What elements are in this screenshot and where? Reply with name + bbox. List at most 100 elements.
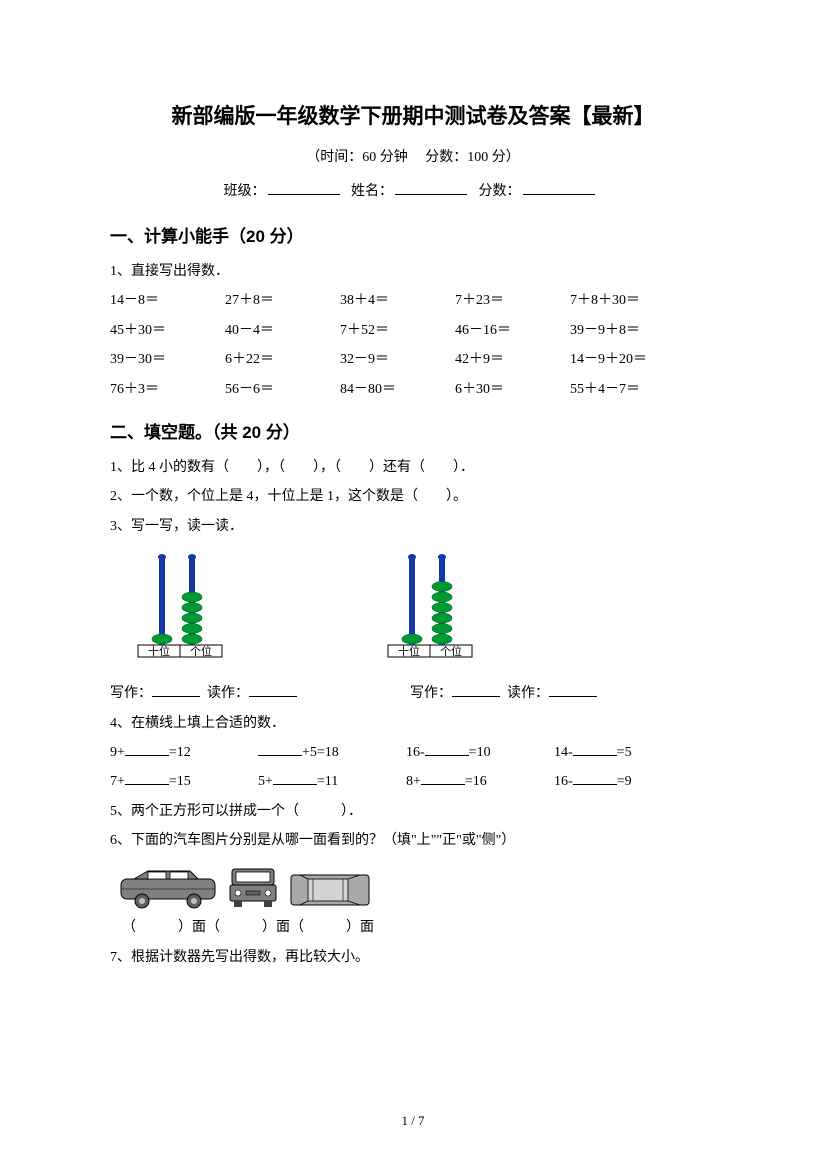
- calc-cell: 45＋30＝: [110, 316, 225, 345]
- eq-pre: 9+: [110, 745, 125, 760]
- eq-pre: 5+: [258, 774, 273, 789]
- calc-cell: 39－9＋8＝: [570, 316, 710, 345]
- write-blank-1[interactable]: [152, 682, 200, 697]
- section1-heading: 一、计算小能手（20 分）: [110, 222, 716, 247]
- eq-blank[interactable]: [573, 741, 617, 756]
- eq-cell: 5+ =11: [258, 767, 406, 796]
- calc-cell: 14－8＝: [110, 286, 225, 315]
- calc-row: 45＋30＝40－4＝7＋52＝46－16＝39－9＋8＝: [110, 316, 716, 345]
- calc-cell: 38＋4＝: [340, 286, 455, 315]
- score-blank[interactable]: [523, 180, 595, 195]
- eq-post: =12: [169, 745, 191, 760]
- eq-cell: 7+ =15: [110, 767, 258, 796]
- eq-cell: +5=18: [258, 738, 406, 767]
- eq-pre: 16-: [406, 745, 425, 760]
- section2-q2: 2、一个数，个位上是 4，十位上是 1，这个数是（ ）。: [110, 482, 716, 511]
- score-label: 分数：: [479, 184, 521, 199]
- calc-cell: 6＋22＝: [225, 345, 340, 374]
- abacus-2: 十位 个位: [380, 553, 490, 663]
- write-read-row: 写作： 读作： 写作： 读作：: [110, 679, 716, 708]
- eq-blank[interactable]: [125, 741, 169, 756]
- doc-subtitle: （时间：60 分钟 分数：100 分）: [110, 146, 716, 166]
- calc-cell: 6＋30＝: [455, 375, 570, 404]
- calc-cell: 7＋52＝: [340, 316, 455, 345]
- read-label-2: 读作：: [507, 686, 549, 701]
- section2-q6: 6、下面的汽车图片分别是从哪一面看到的？（填"上""正"或"侧"）: [110, 826, 716, 855]
- abacus-row: 十位 个位 十位 个位: [130, 553, 716, 663]
- read-blank-1[interactable]: [249, 682, 297, 697]
- eq-post: =16: [465, 774, 487, 789]
- write-blank-2[interactable]: [452, 682, 500, 697]
- read-label-1: 读作：: [207, 686, 249, 701]
- eq-pre: 7+: [110, 774, 125, 789]
- calc-row: 39－30＝6＋22＝32－9＝42＋9＝14－9＋20＝: [110, 345, 716, 374]
- eq-blank[interactable]: [125, 770, 169, 785]
- eq-row: 7+ =15 5+ =11 8+ =16 16- =9: [110, 767, 716, 796]
- calc-cell: 84－80＝: [340, 375, 455, 404]
- eq-pre: 16-: [554, 774, 573, 789]
- eq-post: =10: [469, 745, 491, 760]
- eq-blank[interactable]: [425, 741, 469, 756]
- class-label: 班级：: [224, 184, 266, 199]
- name-label: 姓名：: [351, 184, 393, 199]
- eq-cell: 14- =5: [554, 738, 702, 767]
- calc-cell: 14－9＋20＝: [570, 345, 710, 374]
- eq-blank[interactable]: [273, 770, 317, 785]
- car-front-icon: [228, 867, 278, 909]
- section2-q3: 3、写一写，读一读．: [110, 512, 716, 541]
- svg-text:个位: 个位: [190, 644, 212, 658]
- section2-q5: 5、两个正方形可以拼成一个（ ）．: [110, 797, 716, 826]
- eq-blank[interactable]: [573, 770, 617, 785]
- page: 新部编版一年级数学下册期中测试卷及答案【最新】 （时间：60 分钟 分数：100…: [0, 0, 826, 1169]
- calc-cell: 76＋3＝: [110, 375, 225, 404]
- section1-q1-label: 1、直接写出得数．: [110, 257, 716, 286]
- eq-post: +5=18: [302, 745, 339, 760]
- write-label-2: 写作：: [410, 686, 452, 701]
- eq-cell: 16- =9: [554, 767, 702, 796]
- name-blank[interactable]: [395, 180, 467, 195]
- class-blank[interactable]: [268, 180, 340, 195]
- section2-q1: 1、比 4 小的数有（ ），（ ），（ ）还有（ ）．: [110, 453, 716, 482]
- eq-post: =15: [169, 774, 191, 789]
- calc-cell: 27＋8＝: [225, 286, 340, 315]
- calc-cell: 32－9＝: [340, 345, 455, 374]
- eq-blank[interactable]: [258, 741, 302, 756]
- calc-cell: 42＋9＝: [455, 345, 570, 374]
- info-line: 班级： 姓名： 分数：: [110, 180, 716, 200]
- eq-post: =9: [617, 774, 632, 789]
- eq-blank[interactable]: [421, 770, 465, 785]
- calc-row: 14－8＝27＋8＝38＋4＝7＋23＝7＋8＋30＝: [110, 286, 716, 315]
- section2-q7: 7、根据计数器先写出得数，再比较大小。: [110, 943, 716, 972]
- calc-cell: 7＋23＝: [455, 286, 570, 315]
- svg-text:个位: 个位: [440, 644, 462, 658]
- calc-cell: 55＋4－7＝: [570, 375, 710, 404]
- calc-cell: 46－16＝: [455, 316, 570, 345]
- eq-grid: 9+ =12 +5=18 16- =10 14- =5 7+ =15 5+ =11 8+ =16 16- =…: [110, 738, 716, 797]
- svg-text:十位: 十位: [398, 644, 420, 658]
- svg-text:十位: 十位: [148, 644, 170, 658]
- eq-row: 9+ =12 +5=18 16- =10 14- =5: [110, 738, 716, 767]
- calc-cell: 56－6＝: [225, 375, 340, 404]
- eq-pre: 14-: [554, 745, 573, 760]
- eq-post: =11: [317, 774, 338, 789]
- section2-q4: 4、在横线上填上合适的数．: [110, 709, 716, 738]
- calc-row: 76＋3＝56－6＝84－80＝6＋30＝55＋4－7＝: [110, 375, 716, 404]
- eq-cell: 16- =10: [406, 738, 554, 767]
- eq-cell: 9+ =12: [110, 738, 258, 767]
- page-number: 1 / 7: [0, 1113, 826, 1129]
- doc-title: 新部编版一年级数学下册期中测试卷及答案【最新】: [110, 100, 716, 130]
- calc-grid: 14－8＝27＋8＝38＋4＝7＋23＝7＋8＋30＝45＋30＝40－4＝7＋…: [110, 286, 716, 404]
- write-label-1: 写作：: [110, 686, 152, 701]
- read-blank-2[interactable]: [549, 682, 597, 697]
- eq-pre: 8+: [406, 774, 421, 789]
- abacus-1: 十位 个位: [130, 553, 240, 663]
- calc-cell: 7＋8＋30＝: [570, 286, 710, 315]
- car-labels: （ ）面（ ）面（ ）面: [122, 913, 716, 942]
- eq-post: =5: [617, 745, 632, 760]
- car-top-icon: [290, 871, 370, 909]
- car-row: [120, 863, 716, 909]
- eq-cell: 8+ =16: [406, 767, 554, 796]
- section2-heading: 二、填空题。（共 20 分）: [110, 418, 716, 443]
- car-side-icon: [120, 869, 216, 909]
- calc-cell: 40－4＝: [225, 316, 340, 345]
